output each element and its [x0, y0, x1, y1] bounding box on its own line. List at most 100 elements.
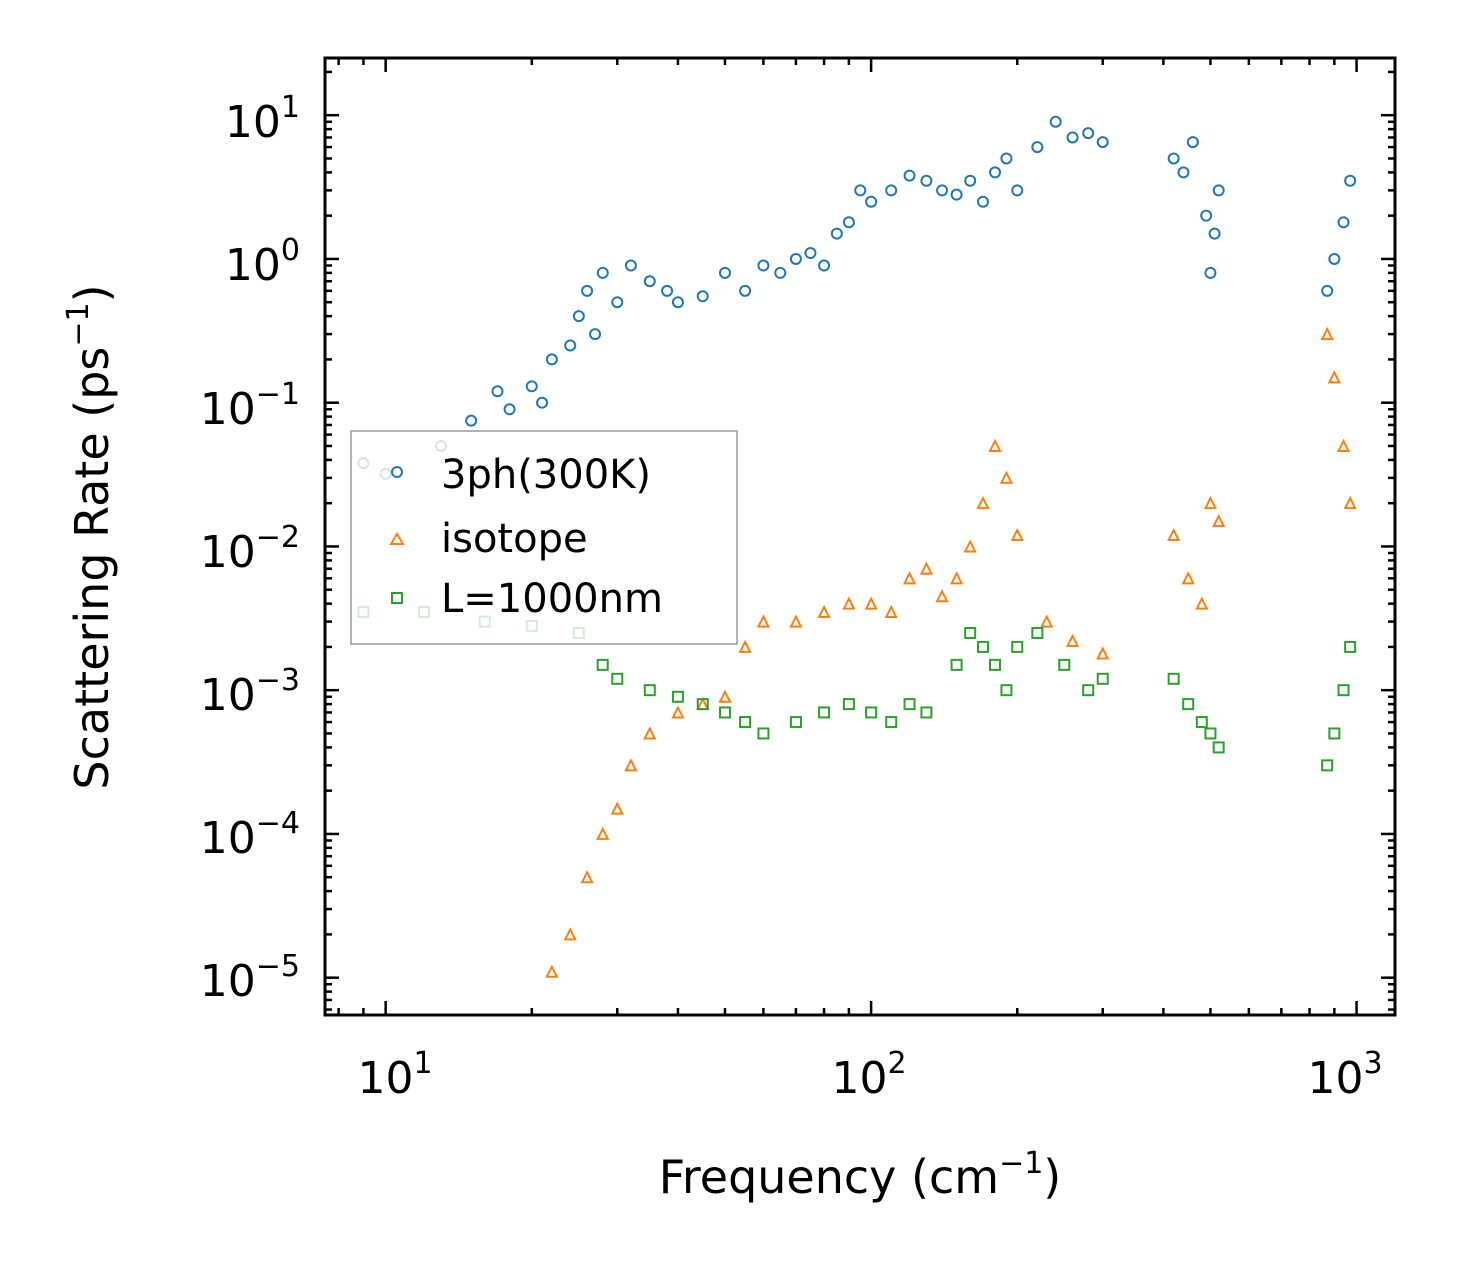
point-square-14	[818, 706, 831, 719]
point-triangle-30	[1181, 571, 1195, 585]
point-square-17	[885, 716, 898, 729]
point-circle-47	[1177, 166, 1190, 179]
point-circle-18	[671, 296, 684, 309]
point-triangle-27	[1065, 633, 1080, 647]
point-circle-34	[936, 184, 949, 197]
point-circle-8	[545, 353, 558, 366]
point-square-38	[1344, 640, 1357, 653]
point-circle-9	[564, 339, 577, 352]
point-circle-39	[1000, 152, 1013, 165]
y-tick-label-1e0: 100	[225, 233, 300, 291]
point-triangle-24	[999, 470, 1014, 484]
point-circle-46	[1167, 152, 1180, 165]
point-circle-13	[596, 266, 609, 279]
legend-label-isotope: isotope	[441, 516, 588, 562]
x-axis-label-main: Frequency (cm	[659, 1150, 999, 1204]
point-circle-42	[1049, 115, 1062, 128]
point-square-33	[1204, 727, 1217, 740]
point-triangle-36	[1336, 438, 1351, 452]
point-square-5	[596, 658, 609, 671]
y-tick-exp: −5	[256, 949, 300, 984]
point-square-26	[1031, 626, 1044, 639]
point-circle-23	[774, 266, 787, 279]
y-axis-label: Scattering Rate (ps−1)	[61, 284, 119, 789]
point-triangle-2	[580, 869, 594, 884]
y-tick-label-1e-2: 10−2	[200, 520, 300, 578]
point-circle-31	[885, 184, 898, 197]
y-axis-label-end: )	[65, 284, 119, 302]
x-tick-label-100: 102	[831, 1046, 906, 1104]
legend-marker-boundary	[391, 592, 403, 604]
x-tick-base: 10	[1307, 1053, 1363, 1104]
point-triangle-22	[976, 495, 990, 510]
point-circle-22	[757, 259, 770, 272]
point-square-19	[920, 706, 933, 719]
x-tick-base: 10	[357, 1053, 413, 1104]
y-tick-base: 10	[200, 813, 256, 864]
point-square-18	[903, 698, 916, 711]
y-tick-labels: 101 100 10−1 10−2 10−3 10−4 10−5	[200, 90, 300, 1007]
point-square-27	[1058, 658, 1071, 671]
point-circle-45	[1096, 136, 1109, 149]
y-axis-label-main: Scattering Rate (ps	[65, 347, 119, 790]
point-circle-16	[643, 275, 656, 288]
series-isotope	[545, 326, 1357, 978]
legend-marker-isotope	[389, 532, 405, 545]
point-circle-37	[976, 195, 989, 208]
x-axis-label: Frequency (cm−1)	[659, 1146, 1062, 1204]
point-circle-17	[661, 284, 674, 297]
point-square-12	[757, 727, 770, 740]
point-triangle-17	[902, 571, 917, 585]
point-triangle-33	[1212, 513, 1226, 528]
point-triangle-16	[884, 604, 898, 618]
point-circle-3	[465, 414, 478, 427]
point-circle-56	[1344, 174, 1357, 187]
point-square-37	[1337, 684, 1350, 697]
point-triangle-25	[1010, 527, 1024, 542]
y-tick-exp: 1	[281, 90, 300, 125]
point-square-32	[1195, 716, 1208, 729]
point-triangle-37	[1343, 495, 1357, 510]
point-square-11	[739, 716, 752, 729]
point-triangle-10	[738, 639, 752, 653]
y-tick-label-1e-3: 10−3	[200, 663, 300, 721]
y-tick-label-1e-1: 10−1	[200, 377, 300, 435]
point-square-15	[842, 698, 855, 711]
point-circle-49	[1200, 209, 1213, 222]
y-tick-exp: −2	[256, 520, 300, 555]
point-triangle-3	[596, 826, 610, 840]
point-square-22	[976, 640, 989, 653]
point-triangle-35	[1327, 370, 1341, 384]
point-square-31	[1182, 698, 1195, 711]
x-tick-label-1000: 103	[1307, 1046, 1382, 1104]
point-circle-30	[865, 195, 878, 208]
y-axis-label-sup: −1	[61, 302, 96, 346]
point-square-9	[696, 698, 709, 711]
point-square-36	[1328, 727, 1341, 740]
point-square-21	[964, 626, 977, 639]
point-triangle-18	[919, 561, 934, 575]
x-tick-labels: 101 102 103	[357, 1046, 1382, 1104]
point-triangle-4	[610, 801, 624, 815]
point-triangle-28	[1096, 646, 1110, 660]
point-triangle-29	[1167, 527, 1181, 542]
legend-label-boundary: L=1000nm	[441, 576, 663, 622]
point-triangle-1	[563, 927, 577, 941]
point-square-10	[718, 706, 731, 719]
point-circle-7	[536, 396, 549, 409]
point-triangle-21	[963, 539, 977, 553]
legend-box	[350, 430, 738, 645]
point-circle-48	[1186, 136, 1199, 149]
point-circle-11	[581, 284, 594, 297]
point-circle-35	[950, 188, 963, 201]
point-square-7	[643, 684, 656, 697]
point-square-29	[1096, 672, 1109, 685]
y-tick-base: 10	[200, 527, 256, 578]
point-circle-27	[830, 227, 843, 240]
point-circle-15	[624, 259, 637, 272]
point-triangle-5	[624, 758, 638, 772]
point-square-25	[1011, 640, 1024, 653]
x-axis-label-end: )	[1043, 1150, 1061, 1204]
point-circle-19	[696, 290, 709, 303]
point-triangle-7	[671, 705, 685, 719]
